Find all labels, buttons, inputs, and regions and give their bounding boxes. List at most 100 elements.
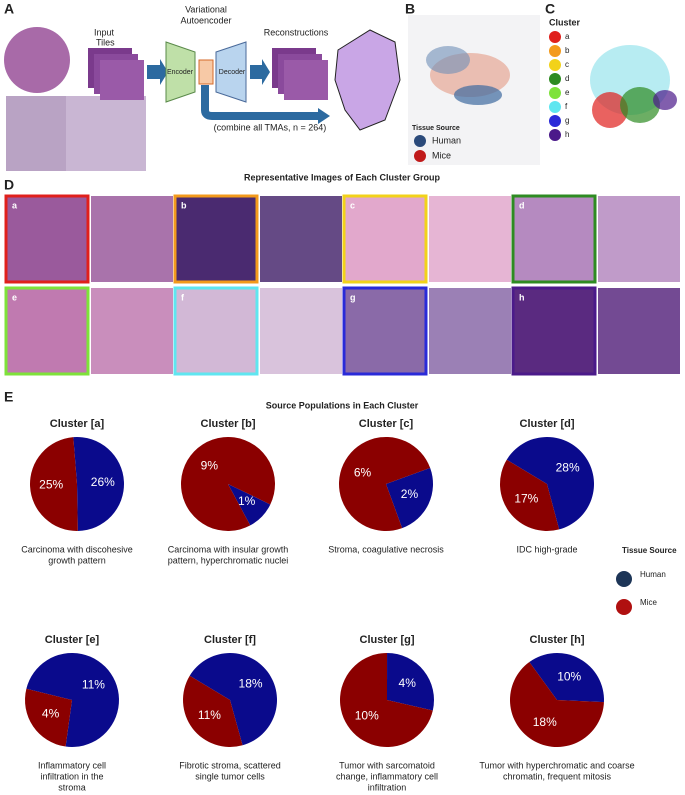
cluster-tile bbox=[4, 194, 90, 284]
tile-label: e bbox=[12, 292, 17, 302]
value-label: 26% bbox=[91, 475, 115, 489]
legend-label: b bbox=[565, 46, 570, 55]
pie-slice bbox=[529, 653, 605, 703]
legend-title: Cluster bbox=[549, 17, 581, 27]
legend-swatch bbox=[549, 129, 561, 141]
legend-swatch bbox=[414, 135, 426, 147]
label: Autoencoder bbox=[180, 15, 231, 25]
density bbox=[454, 85, 502, 105]
density bbox=[592, 92, 628, 128]
cluster-zoom bbox=[598, 196, 680, 282]
label: Tiles bbox=[96, 37, 115, 47]
tile-label: b bbox=[181, 200, 187, 210]
tile-label: d bbox=[519, 200, 525, 210]
label: (combine all TMAs, n = 264) bbox=[214, 122, 327, 132]
pie-title: Cluster [f] bbox=[204, 634, 256, 646]
cluster-tile bbox=[511, 194, 597, 284]
pie-caption: change, inflammatory cell bbox=[336, 771, 438, 781]
legend-swatch bbox=[549, 101, 561, 113]
value-label: 25% bbox=[39, 477, 63, 491]
panel-label: E bbox=[4, 389, 13, 405]
tma-grid bbox=[6, 96, 66, 171]
cluster-zoom bbox=[260, 288, 342, 374]
legend-label: e bbox=[565, 88, 570, 97]
legend-swatch bbox=[549, 73, 561, 85]
legend-title: Tissue Source bbox=[412, 125, 460, 132]
cluster-tile bbox=[342, 286, 428, 376]
pie-caption: IDC high-grade bbox=[516, 544, 577, 554]
legend-swatch bbox=[549, 87, 561, 99]
pie-slice bbox=[499, 459, 560, 531]
legend-label: f bbox=[565, 102, 568, 111]
pie-caption: single tumor cells bbox=[195, 771, 265, 781]
tile-label: f bbox=[181, 292, 185, 302]
value-label: 18% bbox=[533, 715, 557, 729]
pie-slice bbox=[339, 653, 433, 747]
density bbox=[620, 87, 660, 123]
tma-grid bbox=[66, 96, 146, 171]
pie-slice bbox=[30, 437, 78, 531]
legend-label: c bbox=[565, 60, 569, 69]
pie-slice bbox=[387, 653, 434, 711]
value-label: 11% bbox=[198, 708, 221, 722]
arrow bbox=[318, 108, 330, 124]
density bbox=[653, 90, 677, 110]
pie-slice bbox=[73, 436, 125, 531]
label: Reconstructions bbox=[264, 27, 329, 37]
pie-caption: stroma bbox=[58, 782, 86, 792]
tile-label: g bbox=[350, 292, 356, 302]
value-label: 10% bbox=[557, 669, 581, 683]
cluster-zoom bbox=[429, 196, 511, 282]
legend-swatch bbox=[549, 45, 561, 57]
panel-title: Source Populations in Each Cluster bbox=[266, 400, 419, 410]
label: Variational bbox=[185, 4, 227, 14]
value-label: 28% bbox=[556, 461, 580, 475]
value-label: 2% bbox=[401, 487, 419, 501]
tile-label: a bbox=[12, 200, 18, 210]
pie-slice bbox=[510, 662, 604, 747]
cluster-zoom bbox=[91, 288, 173, 374]
pie-slice bbox=[25, 688, 73, 747]
value-label: 6% bbox=[354, 465, 372, 479]
pie-title: Cluster [a] bbox=[50, 418, 105, 430]
pie-slice bbox=[182, 675, 243, 747]
legend-swatch bbox=[549, 31, 561, 43]
pie-slice bbox=[181, 437, 276, 531]
pie-caption: infiltration in the bbox=[40, 771, 103, 781]
value-label: 4% bbox=[399, 676, 417, 690]
legend-label: d bbox=[565, 74, 569, 83]
pie-caption: infiltration bbox=[368, 782, 407, 792]
pie-slice bbox=[506, 437, 594, 530]
cluster-tile bbox=[4, 286, 90, 376]
pie-slice bbox=[339, 436, 431, 531]
value-label: 1% bbox=[238, 494, 256, 508]
pie-slice bbox=[228, 484, 271, 526]
cluster-tile bbox=[511, 286, 597, 376]
pie-caption: Fibrotic stroma, scattered bbox=[179, 760, 281, 770]
cluster-zoom bbox=[429, 288, 511, 374]
panel-label: B bbox=[405, 1, 415, 17]
cluster-tile bbox=[342, 194, 428, 284]
value-label: 17% bbox=[514, 492, 538, 506]
legend-swatch bbox=[616, 571, 632, 587]
pie-slice bbox=[386, 467, 433, 529]
embedding-image bbox=[334, 29, 401, 131]
pie-title: Cluster [e] bbox=[45, 634, 100, 646]
input-tile bbox=[100, 60, 144, 100]
pie-title: Cluster [g] bbox=[360, 634, 415, 646]
value-label: 18% bbox=[239, 677, 263, 691]
pie-caption: Inflammatory cell bbox=[38, 760, 106, 770]
pie-caption: Tumor with sarcomatoid bbox=[339, 760, 435, 770]
legend-label: Mice bbox=[432, 150, 451, 160]
panel-title: Representative Images of Each Cluster Gr… bbox=[244, 172, 441, 182]
cluster-zoom bbox=[91, 196, 173, 282]
pie-caption: chromatin, frequent mitosis bbox=[503, 771, 612, 781]
value-label: 4% bbox=[42, 707, 60, 721]
arrow bbox=[201, 85, 320, 120]
pie-slice bbox=[189, 653, 277, 746]
value-label: 11% bbox=[82, 678, 105, 692]
value-label: 9% bbox=[201, 458, 219, 472]
legend-swatch bbox=[414, 150, 426, 162]
legend-swatch bbox=[549, 115, 561, 127]
